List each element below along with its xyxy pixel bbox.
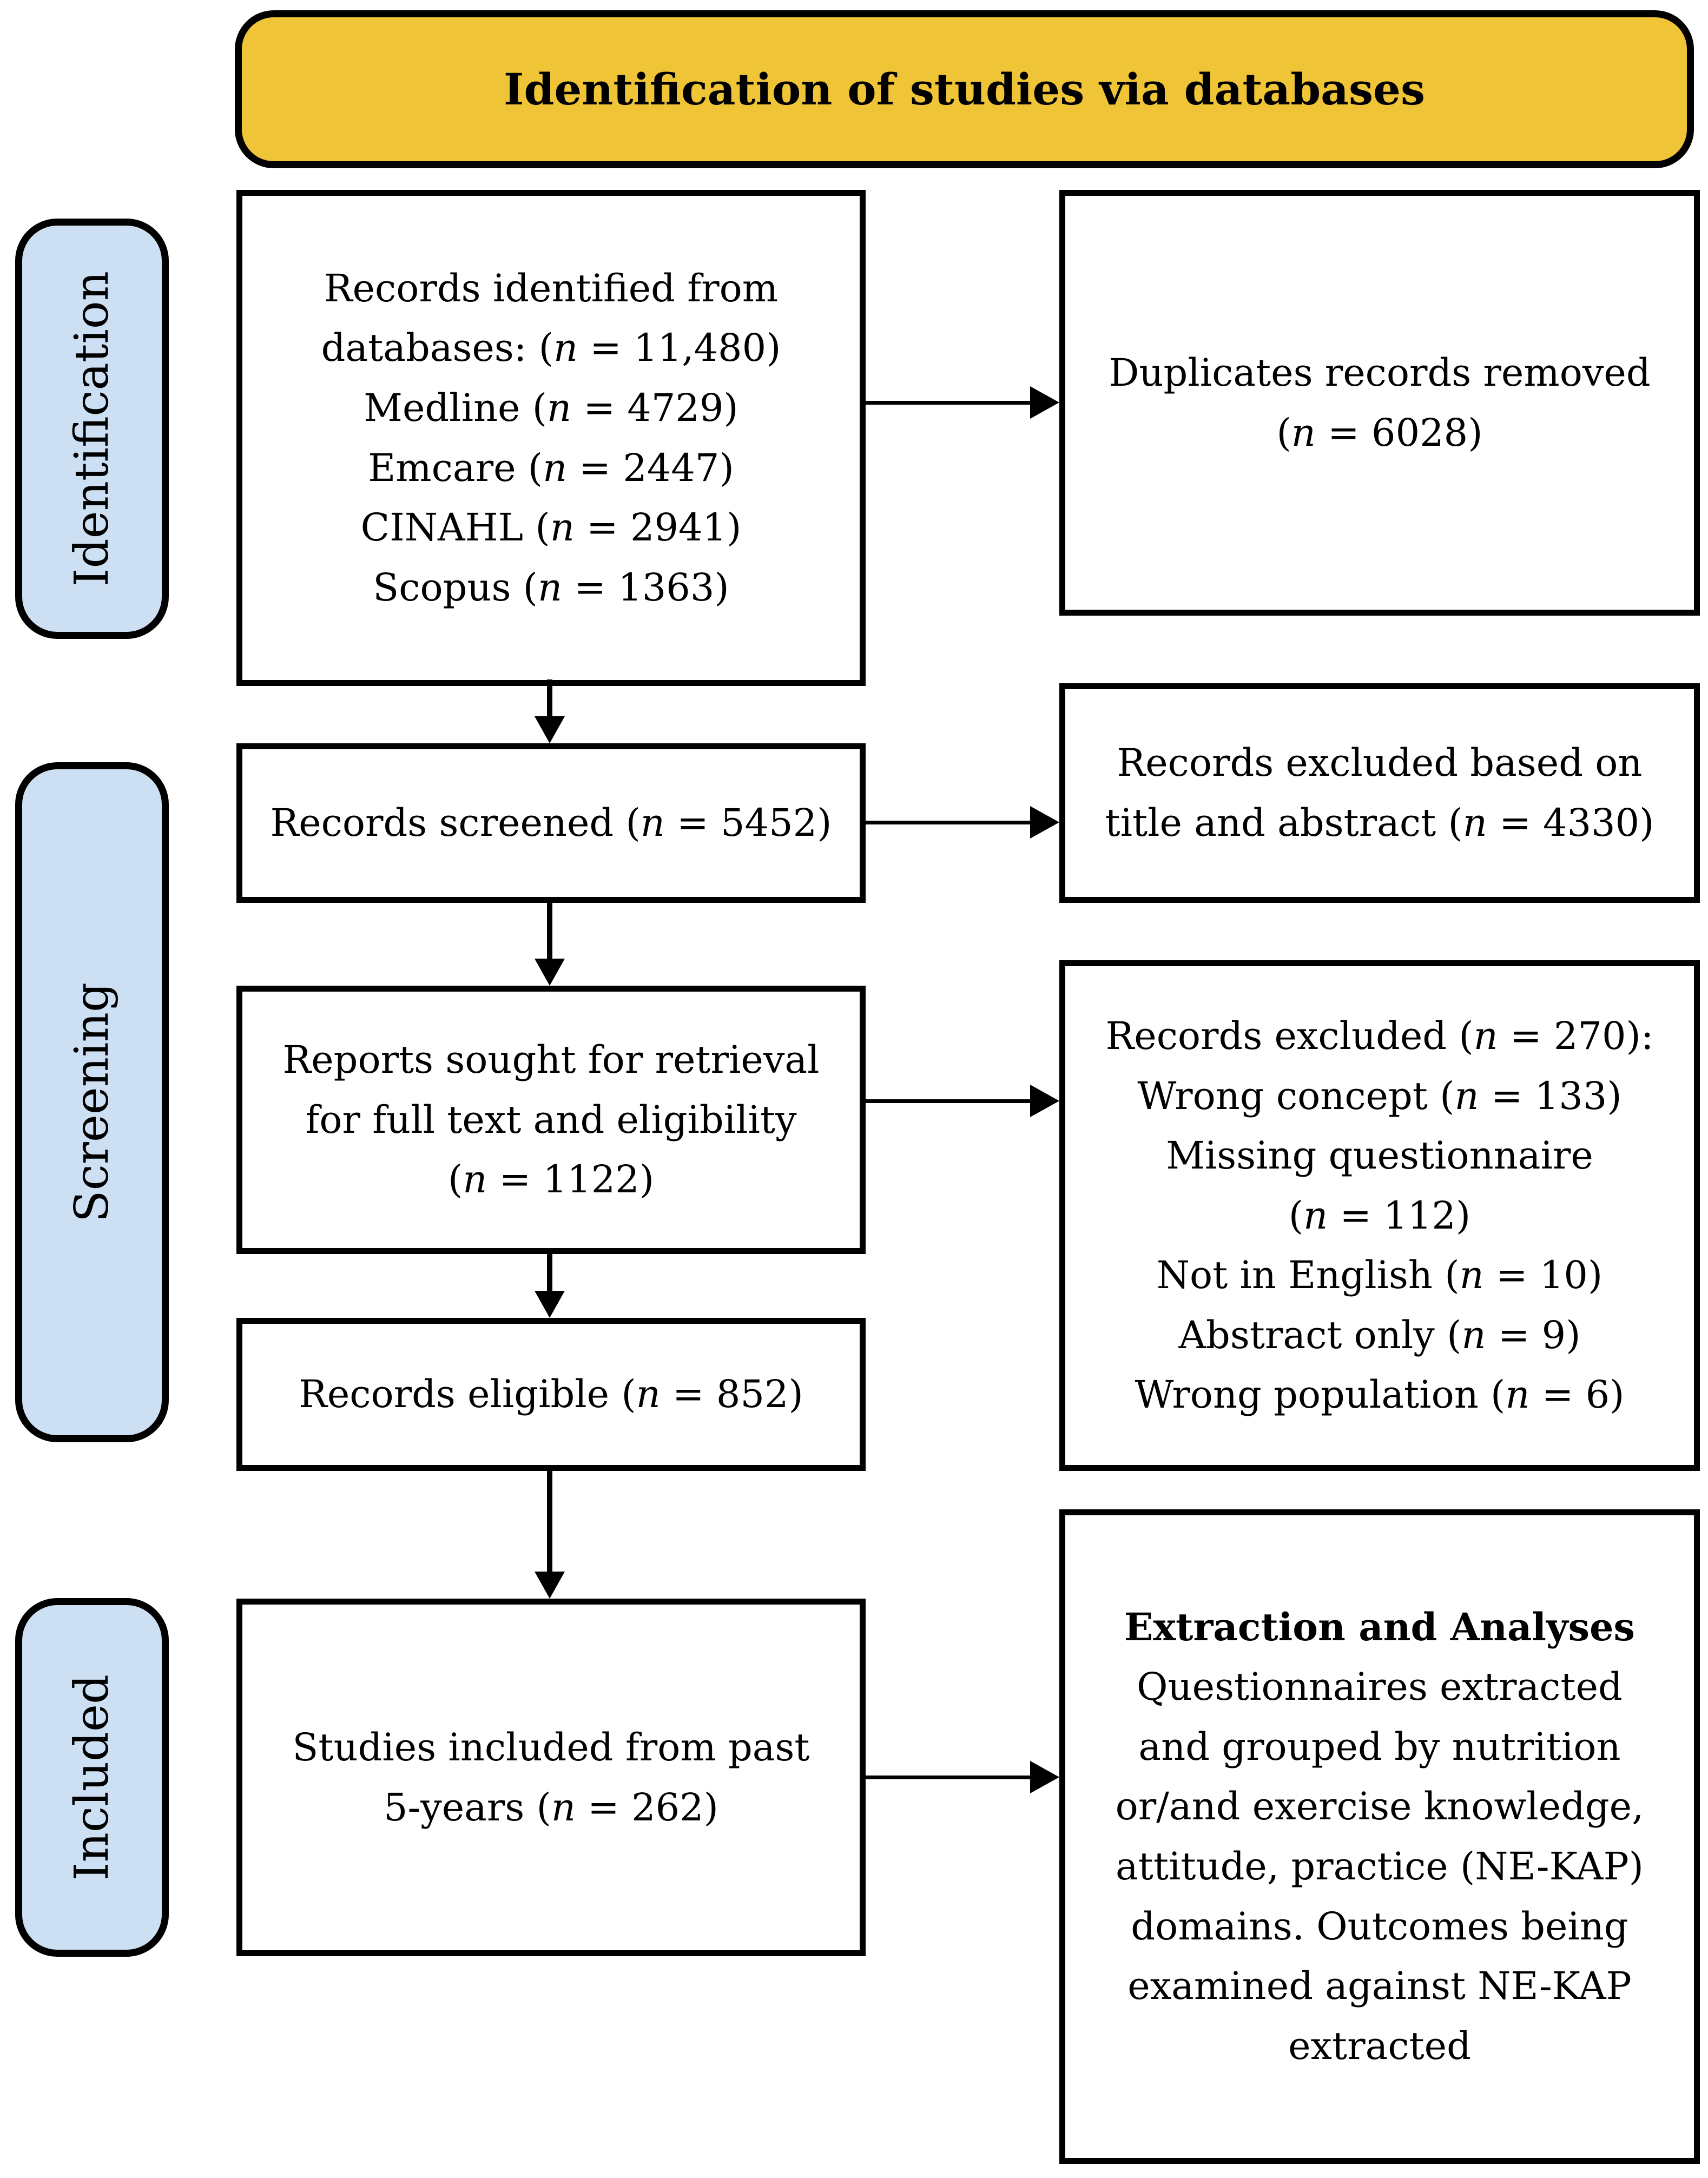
text-line: Records eligible (n = 852) <box>299 1372 803 1417</box>
text-line: databases: (n = 11,480) <box>321 326 781 371</box>
arrow-right-head <box>1030 806 1059 839</box>
arrow-line <box>547 900 552 961</box>
stage-label: Included <box>65 1674 119 1881</box>
box-records-excluded-screening: Records excluded based on title and abst… <box>1059 683 1700 903</box>
text-line: and grouped by nutrition <box>1138 1724 1621 1769</box>
arrow-line <box>866 1776 1030 1779</box>
arrow-down-head <box>535 1291 565 1318</box>
text-line: Questionnaires extracted <box>1137 1665 1623 1710</box>
text-line: Emcare (n = 2447) <box>368 445 734 490</box>
text-line: Reports sought for retrieval <box>282 1038 820 1083</box>
arrow-line <box>866 821 1030 824</box>
arrow-line <box>547 1251 552 1293</box>
text-line: (n = 112) <box>1288 1193 1471 1238</box>
text-line: Records excluded (n = 270): <box>1105 1013 1654 1058</box>
extraction-title: Extraction and Analyses <box>1124 1604 1635 1649</box>
stage-label: Identification <box>65 270 119 587</box>
box-records-screened: Records screened (n = 5452) <box>236 743 866 903</box>
stage-identification: Identification <box>15 219 169 639</box>
arrow-right-head <box>1030 1761 1059 1793</box>
header-banner: Identification of studies via databases <box>235 10 1694 168</box>
arrow-line <box>547 1468 552 1574</box>
text-line: Records screened (n = 5452) <box>270 801 832 846</box>
text-line: examined against NE-KAP <box>1127 1964 1632 2009</box>
box-records-eligible: Records eligible (n = 852) <box>236 1318 866 1471</box>
text-line: Scopus (n = 1363) <box>373 565 729 610</box>
text-line: Not in English (n = 10) <box>1156 1253 1603 1298</box>
arrow-line <box>866 401 1030 405</box>
text-line: Wrong population (n = 6) <box>1135 1372 1625 1417</box>
text-line: Studies included from past <box>292 1725 810 1770</box>
text-line: for full text and eligibility <box>305 1097 797 1142</box>
stage-included: Included <box>15 1598 169 1957</box>
arrow-line <box>866 1099 1030 1103</box>
text-line: extracted <box>1288 2023 1471 2068</box>
arrow-right-head <box>1030 1085 1059 1117</box>
text-line: Abstract only (n = 9) <box>1178 1312 1581 1357</box>
stage-screening: Screening <box>15 762 169 1442</box>
stage-label: Screening <box>65 982 119 1223</box>
arrow-down-head <box>535 959 565 986</box>
text-line: domains. Outcomes being <box>1131 1904 1628 1949</box>
box-records-excluded-eligibility: Records excluded (n = 270): Wrong concep… <box>1059 960 1700 1471</box>
box-studies-included: Studies included from past 5-years (n = … <box>236 1599 866 1956</box>
text-line: (n = 1122) <box>447 1157 654 1202</box>
text-line: Wrong concept (n = 133) <box>1137 1073 1622 1118</box>
text-line: or/and exercise knowledge, <box>1115 1784 1644 1829</box>
text-line: Medline (n = 4729) <box>364 385 738 430</box>
text-line: CINAHL (n = 2941) <box>360 505 742 550</box>
box-extraction-analyses: Extraction and Analyses Questionnaires e… <box>1059 1509 1700 2164</box>
text-line: Missing questionnaire <box>1166 1133 1593 1178</box>
arrow-down-head <box>535 716 565 743</box>
box-duplicates-removed: Duplicates records removed (n = 6028) <box>1059 190 1700 616</box>
arrow-right-head <box>1030 386 1059 419</box>
arrow-down-head <box>535 1572 565 1599</box>
text-line: title and abstract (n = 4330) <box>1105 801 1654 845</box>
box-reports-sought: Reports sought for retrieval for full te… <box>236 986 866 1254</box>
text-line: Records excluded based on <box>1117 741 1643 786</box>
arrow-line <box>547 679 552 718</box>
text-line: Duplicates records removed <box>1109 350 1651 395</box>
text-line: Records identified from <box>324 266 779 311</box>
text-line: 5-years (n = 262) <box>383 1785 718 1830</box>
text-line: attitude, practice (NE-KAP) <box>1116 1844 1644 1889</box>
box-records-identified: Records identified from databases: (n = … <box>236 190 866 686</box>
header-title: Identification of studies via databases <box>504 64 1425 115</box>
text-line: (n = 6028) <box>1276 410 1483 455</box>
